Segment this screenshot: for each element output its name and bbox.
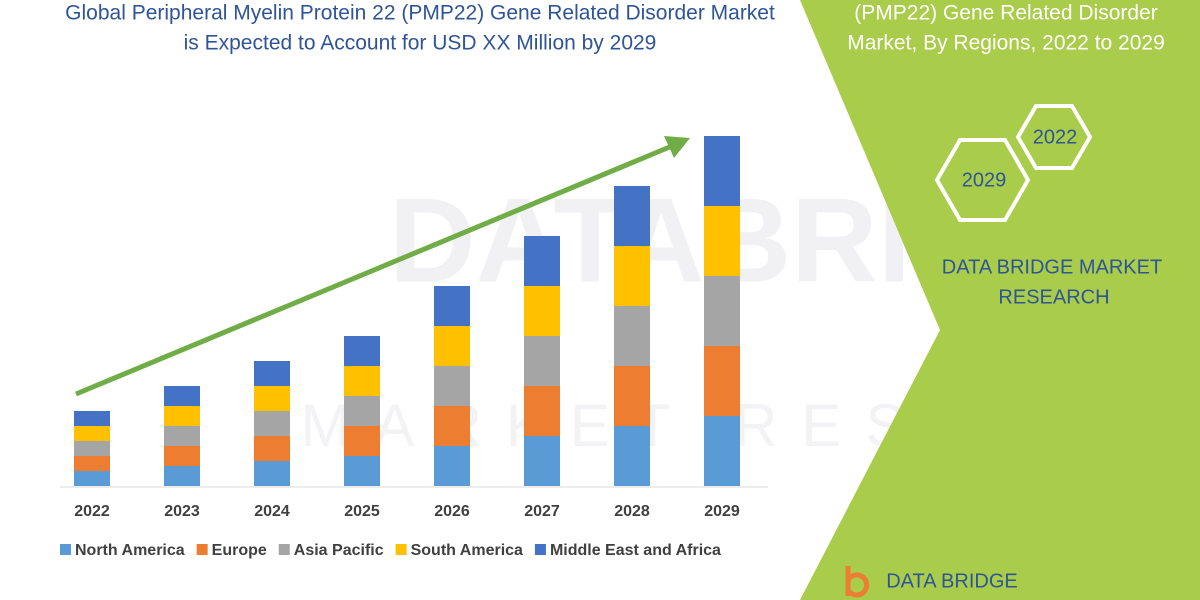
legend-swatch [278, 544, 290, 555]
bar-segment [704, 416, 740, 486]
trend-arrowhead [664, 136, 690, 158]
legend-swatch [60, 544, 71, 555]
bar-segment [704, 276, 740, 346]
hexagon [934, 138, 1031, 222]
bar-segment [344, 366, 380, 396]
bar-segment [344, 426, 380, 456]
chart-title: is Expected to Account for USD XX Millio… [184, 32, 657, 55]
bar-segment [704, 206, 740, 276]
bar-segment [524, 286, 560, 336]
bar-segment [614, 426, 650, 486]
bar-segment [254, 461, 290, 486]
x-tick-label: 2028 [614, 503, 650, 520]
hexagon [1015, 104, 1093, 170]
bar-segment [254, 411, 290, 436]
bar-segment [434, 406, 470, 446]
legend-label: South America [411, 542, 523, 559]
brand: DATA BRIDGE MARKET [942, 256, 1162, 278]
bar-segment [524, 336, 560, 386]
bar-segment [524, 386, 560, 436]
bar-segment [344, 456, 380, 486]
bar-segment [524, 236, 560, 286]
x-tick-label: 2029 [704, 503, 740, 520]
bar-segment [164, 426, 200, 446]
legend-label: Europe [212, 542, 267, 559]
x-tick-label: 2025 [344, 503, 380, 520]
bar-segment [254, 361, 290, 386]
bar-segment [614, 366, 650, 426]
bar-segment [704, 136, 740, 206]
bar-segment [344, 396, 380, 426]
legend-label: Asia Pacific [294, 542, 384, 559]
x-tick-label: 2024 [254, 503, 290, 520]
x-tick-label: 2022 [74, 503, 110, 520]
bar-segment [524, 436, 560, 486]
legend-label: North America [75, 542, 185, 559]
bar-segment [704, 346, 740, 416]
chart-title: Global Peripheral Myelin Protein 22 (PMP… [65, 2, 775, 25]
bar-segment [164, 466, 200, 486]
bar-segment [164, 406, 200, 426]
bar-segment [254, 386, 290, 411]
bar-segment [254, 436, 290, 461]
bar-segment [614, 246, 650, 306]
bar-segment [614, 306, 650, 366]
bar-segment [74, 426, 110, 441]
bar-segment [164, 386, 200, 406]
panel-heading: (PMP22) Gene Related Disorder [854, 2, 1157, 25]
brand: RESEARCH [998, 286, 1109, 308]
side-panel [800, 0, 1200, 600]
trend-arrow [75, 143, 673, 397]
bar-segment [434, 326, 470, 366]
logo-icon [845, 566, 870, 598]
hexagon-label: 2022 [1033, 126, 1078, 148]
bar-segment [74, 471, 110, 486]
bar-segment [434, 366, 470, 406]
legend-swatch [196, 544, 208, 555]
legend-swatch [534, 544, 546, 555]
bar-segment [614, 186, 650, 246]
x-tick-label: 2027 [524, 503, 560, 520]
logo-text: DATA BRIDGE [886, 570, 1018, 592]
bar-segment [164, 446, 200, 466]
bar-segment [74, 411, 110, 426]
legend-swatch [395, 544, 407, 555]
bar-segment [74, 456, 110, 471]
bar-segment [74, 441, 110, 456]
legend-label: Middle East and Africa [550, 542, 721, 559]
panel-heading: Market, By Regions, 2022 to 2029 [847, 32, 1165, 55]
x-tick-label: 2026 [434, 503, 470, 520]
hexagon-label: 2029 [962, 169, 1007, 191]
x-tick-label: 2023 [164, 503, 200, 520]
bar-segment [434, 446, 470, 486]
bar-segment [434, 286, 470, 326]
bar-segment [344, 336, 380, 366]
